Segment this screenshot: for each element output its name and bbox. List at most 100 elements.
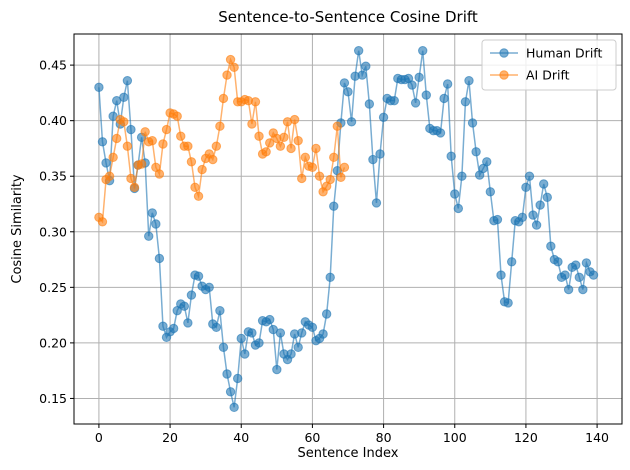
data-point [524,171,535,181]
data-point [218,93,229,104]
data-point [346,117,357,127]
data-point [225,387,236,397]
data-point [154,169,165,179]
data-point [325,272,335,283]
data-point [439,93,449,104]
data-point [467,118,478,128]
data-point [211,141,222,151]
x-tick-label: 80 [376,430,392,445]
data-point [250,97,261,107]
data-point [471,147,481,157]
data-point [265,138,275,148]
data-point [314,171,325,181]
data-point [329,201,339,211]
data-point [546,241,556,251]
data-point [168,323,179,334]
data-point [368,154,378,165]
legend: Human Drift AI Drift [481,39,617,91]
data-point [94,82,104,93]
x-tick-label: 20 [162,430,178,445]
data-point [261,147,271,157]
data-point [279,132,289,143]
series-human-drift [94,45,599,413]
x-tick-label: 100 [443,430,467,445]
data-point [275,141,286,151]
data-point [364,99,375,109]
x-tick-label: 40 [233,430,249,445]
data-point [158,139,168,149]
data-point [318,329,328,339]
legend-item: Human Drift [490,46,602,61]
data-point [300,152,310,163]
data-point [450,189,460,199]
data-point [492,214,503,225]
data-point [378,112,389,123]
data-point [193,271,204,281]
data-point [496,270,506,280]
legend-marker [499,48,509,58]
data-point [517,212,528,223]
data-point [129,182,140,193]
legend-marker [499,70,509,80]
x-axis-label: Sentence Index [298,446,399,461]
data-point [265,314,275,325]
data-point [215,121,225,131]
plot-frame [73,33,623,425]
data-point [332,121,343,131]
data-point [147,135,157,146]
ticks: 0 20 40 60 80 100 120 140 0.15 0.20 0.25 0.30 0.35 0.… [39,58,609,445]
data-point [154,253,165,264]
data-point [506,257,517,267]
y-axis-label: Cosine Similarity [10,174,25,284]
data-point [293,135,303,146]
data-point [101,158,111,168]
data-point [286,143,296,154]
data-point [104,171,115,181]
data-point [254,338,264,348]
y-tick-label: 0.20 [39,335,67,350]
data-point [229,62,239,73]
data-point [161,124,172,135]
data-point [442,79,453,89]
y-tick-label: 0.40 [39,113,67,128]
data-point [126,124,136,135]
data-point [147,208,157,218]
data-point [588,270,599,280]
data-point [421,90,431,100]
data-point [275,328,286,338]
data-point [236,333,246,344]
data-point [563,284,574,295]
series-line [98,57,346,224]
data-point [208,154,218,165]
series-line [98,50,595,408]
data-point [528,210,538,220]
data-point [215,305,225,316]
data-point [339,78,350,88]
data-point [407,80,417,90]
data-point [389,95,399,106]
data-point [521,182,531,193]
data-point [151,219,161,229]
data-point [457,171,467,181]
data-point [211,322,222,333]
data-point [297,173,307,184]
data-point [204,282,214,293]
data-point [435,128,446,138]
data-point [343,87,353,97]
series-layer [94,45,599,413]
data-point [158,321,168,331]
data-point [218,342,229,353]
data-point [464,75,474,86]
data-point [183,318,193,328]
data-point [140,127,150,137]
data-point [418,45,428,56]
y-tick-label: 0.30 [39,224,67,239]
data-point [289,114,300,125]
x-tick-label: 120 [514,430,538,445]
data-point [97,217,108,227]
data-point [186,290,197,300]
data-point [119,92,129,103]
data-point [535,200,545,210]
